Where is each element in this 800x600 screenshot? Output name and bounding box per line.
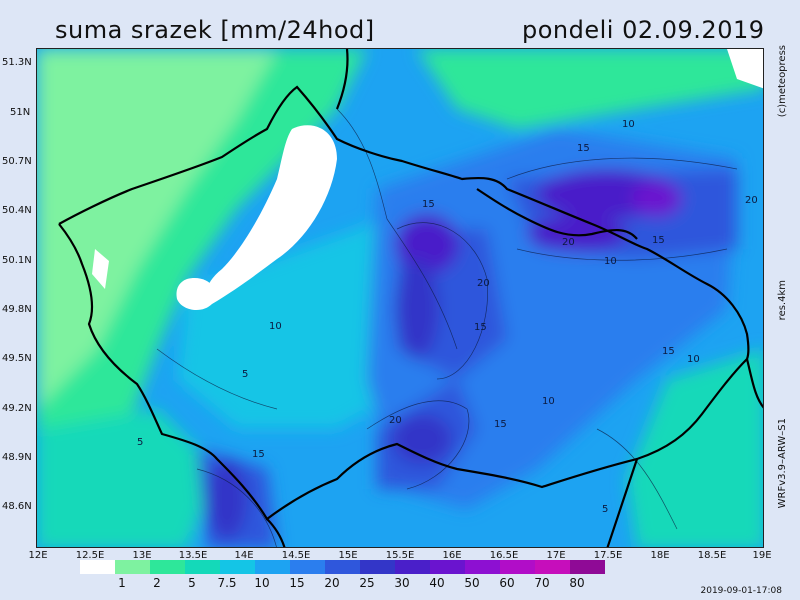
legend-swatch — [500, 560, 535, 574]
legend-swatch — [220, 560, 255, 574]
contour-label: 15 — [652, 235, 665, 246]
country-borders — [58, 49, 763, 547]
legend-level: 15 — [289, 576, 305, 590]
contour-label: 20 — [389, 415, 402, 426]
contour-label: 20 — [562, 237, 575, 248]
legend-swatch — [430, 560, 465, 574]
legend-swatch — [360, 560, 395, 574]
contour-label: 15 — [577, 143, 590, 154]
lon-label: 14.5E — [281, 550, 311, 561]
contour-label: 10 — [604, 256, 617, 267]
lon-label: 15E — [338, 550, 358, 561]
lon-label: 12E — [28, 550, 48, 561]
legend-level: 25 — [359, 576, 375, 590]
legend-swatch — [80, 560, 115, 574]
lon-label: 17E — [546, 550, 566, 561]
lon-label: 18.5E — [697, 550, 727, 561]
legend-level: 40 — [429, 576, 445, 590]
contour-label: 5 — [602, 504, 608, 515]
legend-swatch — [570, 560, 605, 574]
forecast-date: pondeli 02.09.2019 — [522, 16, 765, 44]
contour-label: 20 — [745, 195, 758, 206]
legend-level: 50 — [464, 576, 480, 590]
legend-swatch — [115, 560, 150, 574]
timestamp: 2019-09-01-17:08 — [700, 586, 783, 596]
legend-level: 10 — [254, 576, 270, 590]
dry-areas — [92, 49, 763, 311]
legend-level: 2 — [153, 576, 161, 590]
contour-label: 15 — [494, 419, 507, 430]
precip-field — [37, 49, 763, 547]
contour-label: 15 — [422, 199, 435, 210]
legend-swatch — [395, 560, 430, 574]
lat-label: 49.5N — [2, 353, 32, 364]
lat-label: 50.1N — [2, 255, 32, 266]
lon-label: 13.5E — [178, 550, 208, 561]
legend-swatch — [535, 560, 570, 574]
map-canvas: 5 5 5 10 10 10 10 15 15 15 15 15 15 15 2… — [37, 49, 763, 547]
contour-label: 15 — [662, 346, 675, 357]
lat-label: 51.3N — [2, 57, 32, 68]
contour-label: 10 — [269, 321, 282, 332]
lat-label: 50.4N — [2, 205, 32, 216]
model-label: WRFv3.9–ARW–S1 — [777, 418, 788, 509]
legend-level: 30 — [394, 576, 410, 590]
legend-swatch — [325, 560, 360, 574]
legend-swatch — [290, 560, 325, 574]
lat-label: 49.8N — [2, 304, 32, 315]
legend-level: 80 — [569, 576, 585, 590]
lon-label: 15.5E — [385, 550, 415, 561]
contour-label: 5 — [242, 369, 248, 380]
legend-level: 20 — [324, 576, 340, 590]
lon-label: 12.5E — [75, 550, 105, 561]
lon-label: 16E — [442, 550, 462, 561]
legend-level: 7.5 — [217, 576, 237, 590]
lat-label: 48.9N — [2, 452, 32, 463]
precipitation-map: 5 5 5 10 10 10 10 15 15 15 15 15 15 15 2… — [36, 48, 764, 548]
legend-level: 60 — [499, 576, 515, 590]
lat-label: 48.6N — [2, 501, 32, 512]
contour-lines — [156, 108, 738, 547]
lon-label: 13E — [132, 550, 152, 561]
lon-label: 16.5E — [489, 550, 519, 561]
legend-swatch — [255, 560, 290, 574]
lon-label: 14E — [234, 550, 254, 561]
contour-label: 5 — [137, 437, 143, 448]
legend-level: 5 — [188, 576, 196, 590]
legend-swatch — [185, 560, 220, 574]
map-title: suma srazek [mm/24hod] — [55, 16, 375, 44]
legend-swatch — [465, 560, 500, 574]
contour-label: 20 — [477, 278, 490, 289]
contour-label: 15 — [474, 322, 487, 333]
legend-swatch — [150, 560, 185, 574]
contour-label: 10 — [542, 396, 555, 407]
lat-label: 50.7N — [2, 156, 32, 167]
resolution-label: res.4km — [777, 280, 788, 321]
contour-label: 10 — [687, 354, 700, 365]
lat-label: 51N — [10, 107, 31, 118]
lon-label: 17.5E — [593, 550, 623, 561]
lon-label: 19E — [752, 550, 772, 561]
lat-label: 49.2N — [2, 403, 32, 414]
legend-level: 70 — [534, 576, 550, 590]
contour-label: 10 — [622, 119, 635, 130]
legend-level: 1 — [118, 576, 126, 590]
contour-label: 15 — [252, 449, 265, 460]
lon-label: 18E — [650, 550, 670, 561]
color-legend — [80, 560, 605, 574]
credit-label: (c)meteopress — [777, 45, 788, 118]
